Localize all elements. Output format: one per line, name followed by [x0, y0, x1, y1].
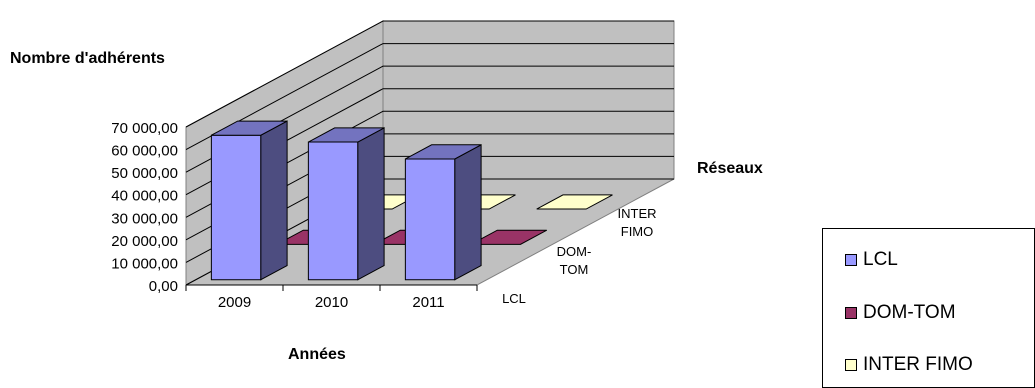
legend-item-inter-fimo: INTER FIMO [845, 354, 973, 376]
bar-lcl-top [405, 144, 482, 160]
bar-lcl-side [454, 143, 482, 281]
bar-lcl-top [211, 120, 288, 136]
bar-lcl-front [307, 141, 359, 281]
y-tick-label: 0,00 [149, 278, 178, 295]
x-tick-label: 2010 [315, 294, 348, 311]
legend-swatch-inter-fimo [845, 359, 857, 371]
z-tick-label: LCL [502, 291, 526, 306]
legend-label-dom-tom: DOM-TOM [863, 302, 956, 323]
y-tick-label: 50 000,00 [111, 165, 178, 182]
bar-lcl-front [404, 158, 456, 281]
z-tick-label: INTER FIMO [618, 206, 657, 239]
bar-inter-fimo [536, 194, 613, 210]
y-tick-label: 10 000,00 [111, 255, 178, 272]
legend: LCL DOM-TOM INTER FIMO [822, 228, 1035, 388]
y-tick-label: 70 000,00 [111, 120, 178, 137]
bar-dom-tom [470, 229, 548, 245]
legend-swatch-dom-tom [845, 307, 857, 319]
bar-lcl-top [308, 127, 385, 143]
legend-label-lcl: LCL [863, 249, 898, 270]
bar-lcl-front [210, 134, 262, 281]
x-tick-label: 2011 [412, 294, 444, 311]
y-axis-title: Nombre d'adhérents [10, 50, 165, 67]
bar-lcl-side [357, 127, 385, 281]
gridline [185, 43, 674, 151]
legend-swatch-lcl [845, 254, 857, 266]
y-tick-label: 60 000,00 [111, 143, 178, 160]
y-tick-label: 40 000,00 [111, 188, 178, 205]
y-tick-label: 20 000,00 [111, 233, 178, 250]
z-tick-label: DOM-TOM [557, 244, 592, 277]
x-tick-label: 2009 [218, 294, 251, 311]
legend-item-lcl: LCL [845, 249, 898, 271]
x-axis-title: Années [288, 346, 346, 363]
bar-lcl-side [260, 120, 288, 281]
legend-label-inter-fimo: INTER FIMO [863, 354, 973, 375]
gridline [185, 20, 674, 128]
y-tick-label: 30 000,00 [111, 210, 178, 227]
z-axis-title: Réseaux [697, 160, 763, 177]
legend-item-dom-tom: DOM-TOM [845, 302, 956, 324]
